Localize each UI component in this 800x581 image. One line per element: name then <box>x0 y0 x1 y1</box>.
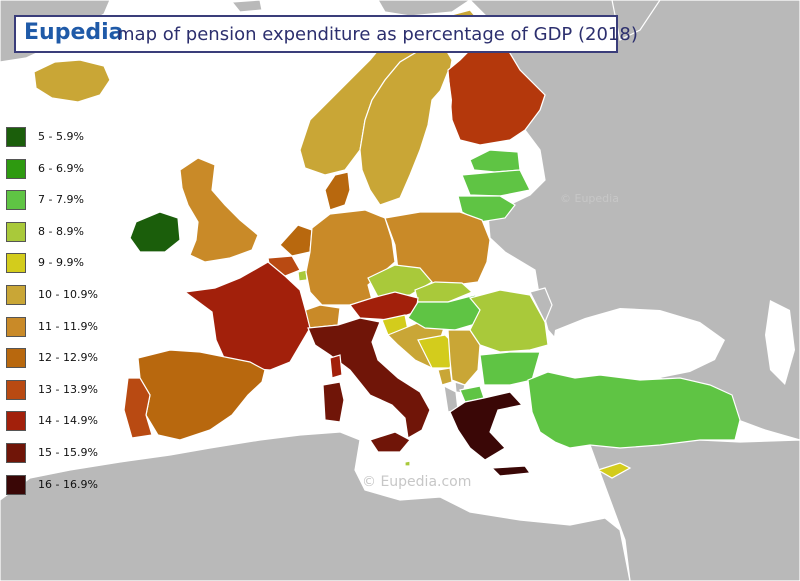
country-uk <box>179 157 259 263</box>
legend-swatch <box>6 348 26 369</box>
country-romania <box>468 289 549 353</box>
country-italy <box>307 317 431 439</box>
country-iceland <box>33 59 111 103</box>
island-corsica <box>329 354 343 379</box>
country-latvia <box>461 169 531 197</box>
adriatic-sea <box>376 322 440 395</box>
island-crete <box>490 465 532 477</box>
legend-swatch <box>6 285 26 305</box>
watermark-secondary: © Eupedia <box>560 192 619 205</box>
legend-label: 9 - 9.9% <box>38 256 84 270</box>
legend-swatch <box>6 221 26 242</box>
island-sardinia <box>322 381 345 423</box>
baltic-sea <box>410 120 470 205</box>
legend-swatch <box>6 443 26 463</box>
legend-swatch <box>6 190 26 211</box>
svalbard-island <box>230 0 263 13</box>
eupedia-logo: Eupedia <box>24 20 124 45</box>
country-germany <box>305 209 396 306</box>
black-sea-cover <box>552 308 725 378</box>
countries <box>33 9 741 479</box>
scandinavia-north-land <box>377 0 472 17</box>
legend-swatch <box>6 474 26 495</box>
legend-label: 14 - 14.9% <box>38 414 98 428</box>
legend-label: 13 - 13.9% <box>38 382 98 396</box>
legend-label: 11 - 11.9% <box>38 319 98 333</box>
sea-inlets <box>376 70 528 448</box>
aegean-sea <box>490 405 528 448</box>
legend-swatch <box>6 253 26 274</box>
country-france <box>183 261 311 371</box>
island-sicily <box>369 431 411 453</box>
watermark-main: © Eupedia.com <box>362 474 472 490</box>
legend-label: 10 - 10.9% <box>38 288 98 301</box>
island-malta <box>404 460 411 467</box>
north-africa-land <box>0 431 631 581</box>
title-box: Eupedia map of pension expenditure as pe… <box>14 15 638 53</box>
legend-swatch <box>6 127 26 147</box>
legend-label: 15 - 15.9% <box>38 446 98 459</box>
country-portugal <box>123 377 153 439</box>
country-ireland <box>129 211 181 253</box>
island-cyprus <box>596 462 632 479</box>
gulf-of-bothnia <box>428 70 452 140</box>
legend-label: 7 - 7.9% <box>38 193 84 207</box>
legend-label: 5 - 5.9% <box>38 130 84 143</box>
legend-label: 8 - 8.9% <box>38 224 84 238</box>
legend-label: 16 - 16.9% <box>38 477 98 491</box>
country-moldova <box>529 287 553 324</box>
caspian-cover <box>765 300 795 385</box>
country-denmark <box>324 171 351 211</box>
legend-swatch <box>6 411 26 432</box>
legend-swatch <box>6 158 26 179</box>
country-lithuania <box>457 195 516 223</box>
legend-label: 6 - 6.9% <box>38 161 84 175</box>
legend-label: 12 - 12.9% <box>38 351 98 365</box>
legend-swatch <box>6 316 26 337</box>
map-title: map of pension expenditure as percentage… <box>117 24 638 45</box>
country-turkey <box>527 371 741 449</box>
legend-swatch <box>6 379 26 400</box>
country-montenegro <box>437 367 453 386</box>
